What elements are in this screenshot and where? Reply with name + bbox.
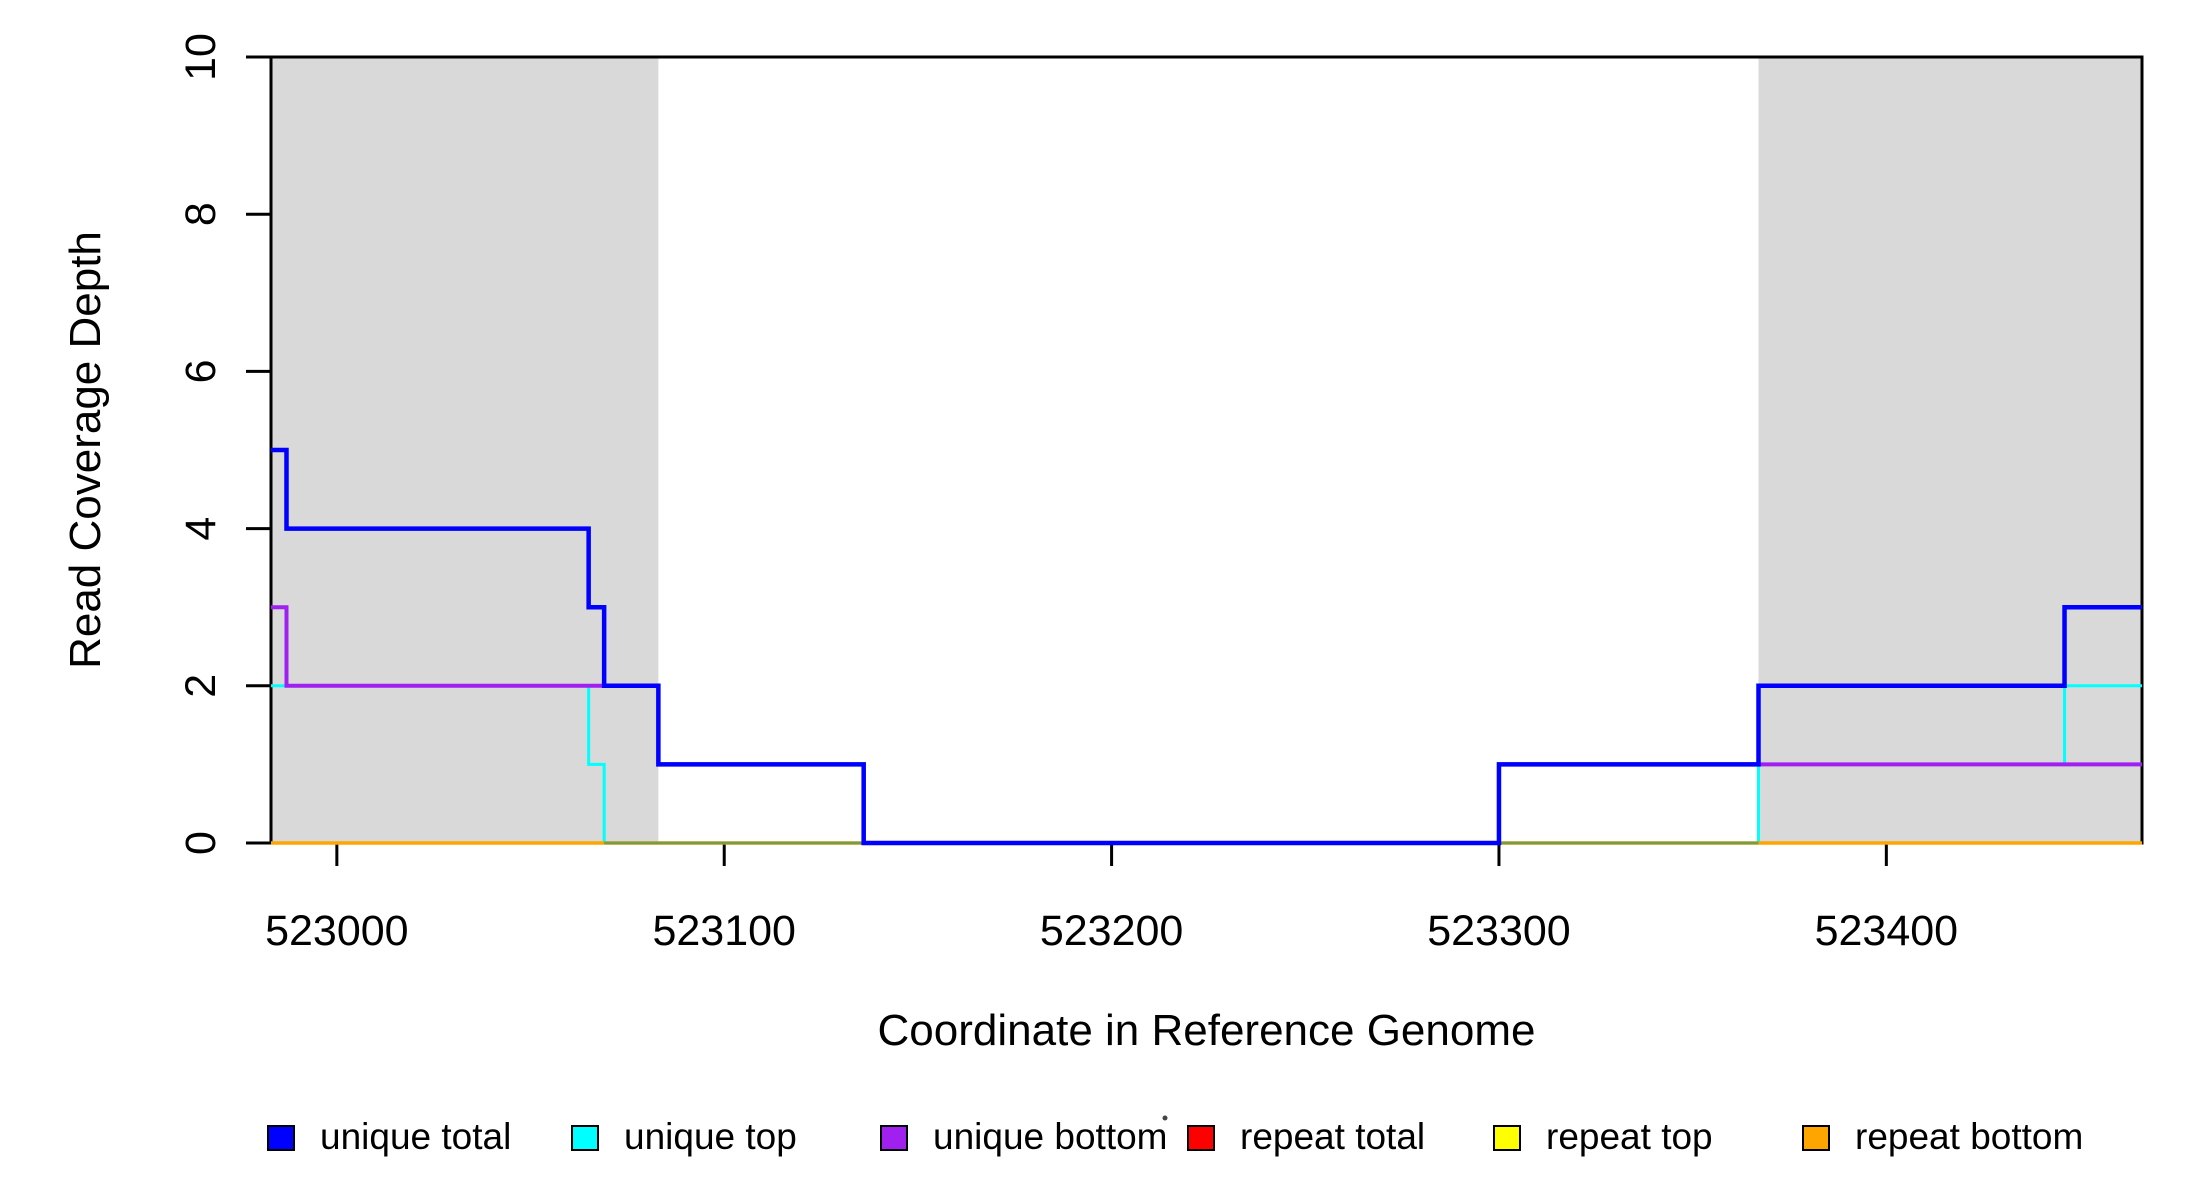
repeat-region-band-1 bbox=[1758, 57, 2142, 843]
x-tick-label-523300: 523300 bbox=[1427, 907, 1571, 955]
legend-label-repeat-total: repeat total bbox=[1240, 1116, 1425, 1157]
y-tick-label-2: 2 bbox=[177, 674, 225, 698]
legend-label-unique-total: unique total bbox=[320, 1116, 511, 1157]
legend-label-unique-bottom: unique bottom bbox=[933, 1116, 1168, 1157]
y-axis-title: Read Coverage Depth bbox=[61, 231, 110, 669]
y-tick-label-8: 8 bbox=[177, 202, 225, 226]
y-tick-label-10: 10 bbox=[177, 33, 225, 81]
legend-swatch-unique-bottom bbox=[880, 1125, 908, 1151]
legend-swatch-repeat-top bbox=[1493, 1125, 1521, 1151]
legend-label-repeat-top: repeat top bbox=[1546, 1116, 1713, 1157]
legend-swatch-unique-top bbox=[571, 1125, 599, 1151]
repeat-region-band-0 bbox=[271, 57, 659, 843]
y-tick-label-0: 0 bbox=[177, 831, 225, 855]
y-tick-label-4: 4 bbox=[177, 517, 225, 541]
x-tick-label-523200: 523200 bbox=[1040, 907, 1184, 955]
x-tick-label-523100: 523100 bbox=[652, 907, 796, 955]
x-tick-label-523400: 523400 bbox=[1815, 907, 1959, 955]
y-tick-label-6: 6 bbox=[177, 359, 225, 383]
legend-label-repeat-bottom: repeat bottom bbox=[1855, 1116, 2083, 1157]
legend-label-unique-top: unique top bbox=[624, 1116, 797, 1157]
x-tick-label-523000: 523000 bbox=[265, 907, 409, 955]
x-axis-title: Coordinate in Reference Genome bbox=[878, 1006, 1536, 1055]
legend-swatch-repeat-bottom bbox=[1802, 1125, 1830, 1151]
stray-dot-artifact bbox=[1162, 1115, 1168, 1121]
legend-swatch-unique-total bbox=[267, 1125, 295, 1151]
legend-swatch-repeat-total bbox=[1187, 1125, 1215, 1151]
series-unique-total bbox=[271, 447, 2142, 846]
